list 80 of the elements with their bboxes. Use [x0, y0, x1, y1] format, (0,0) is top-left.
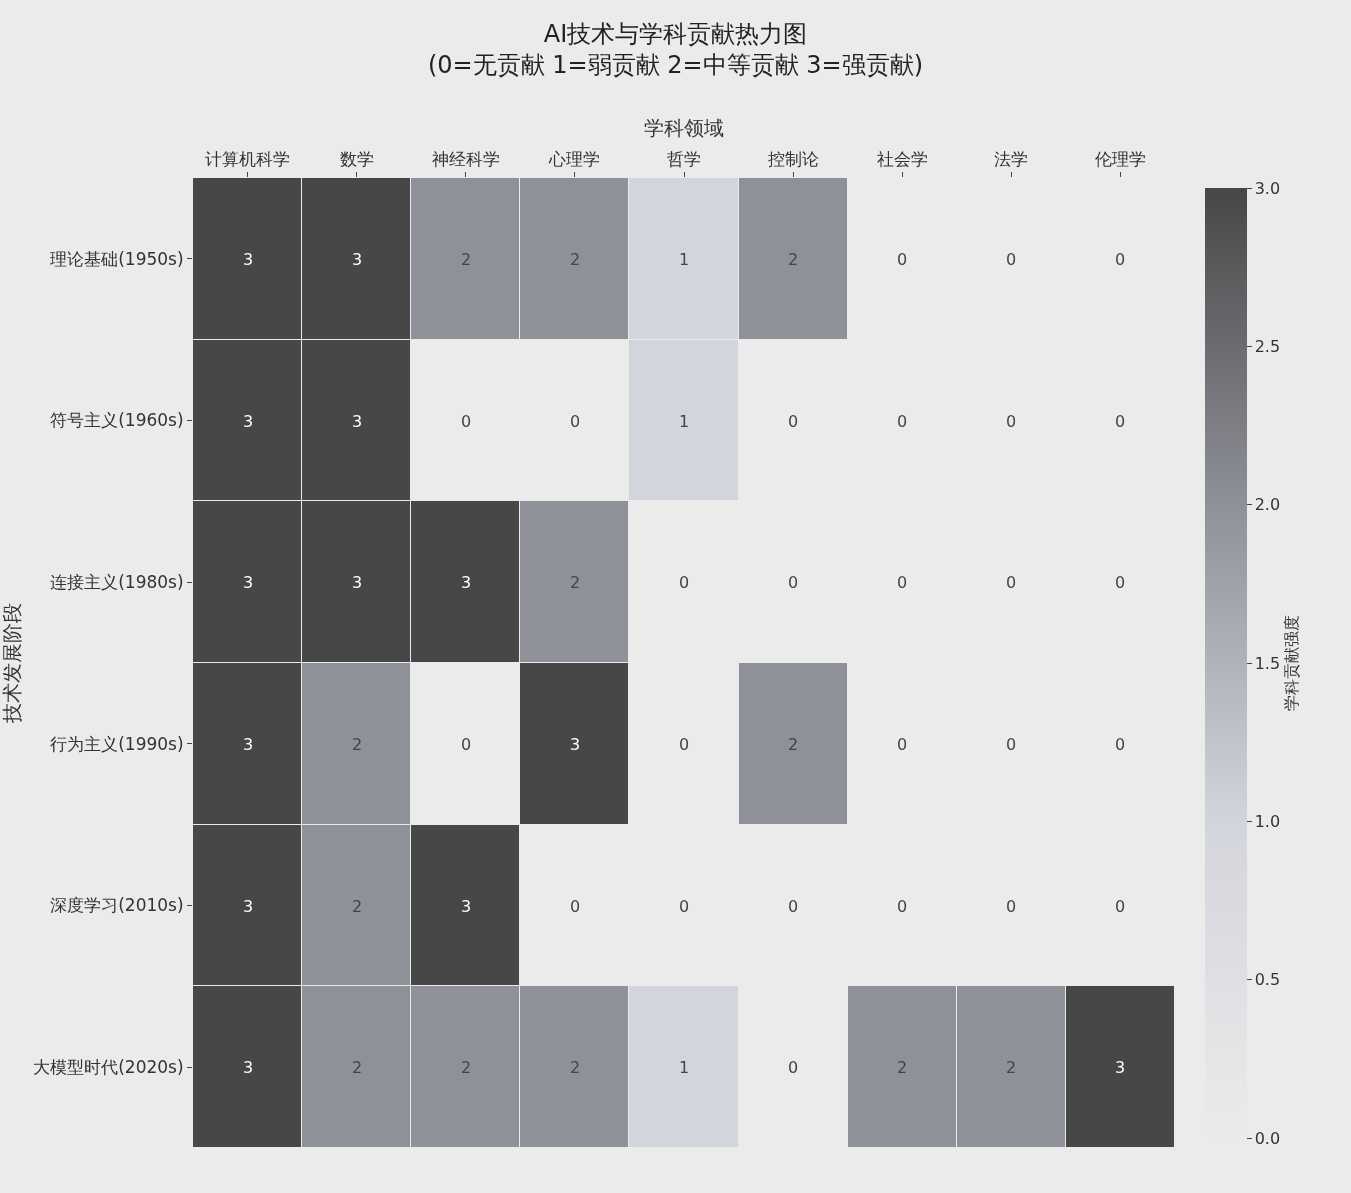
data-label: 2 — [787, 249, 799, 269]
data-label: 3 — [460, 896, 472, 916]
data-label: 0 — [569, 896, 581, 916]
y-axis-title: 技术发展阶段 — [0, 603, 24, 724]
data-label: 0 — [678, 896, 690, 916]
data-label: 2 — [351, 1057, 363, 1077]
x-axis-title: 学科领域 — [644, 115, 724, 140]
color-bar-label: 1.0 — [1254, 811, 1281, 831]
data-label: 3 — [1114, 1057, 1126, 1077]
data-label: 3 — [242, 572, 254, 592]
data-label: 2 — [460, 249, 472, 269]
data-label: 3 — [460, 572, 472, 592]
x-tick-label: 数学 — [339, 149, 374, 170]
y-tick-label: 大模型时代(2020s) — [33, 1057, 184, 1078]
data-label: 0 — [678, 572, 690, 592]
data-label: 1 — [678, 411, 690, 431]
x-tick-label: 神经科学 — [431, 149, 500, 170]
color-bar-label: 2.5 — [1254, 336, 1281, 356]
x-tick-label: 哲学 — [667, 149, 701, 170]
data-label: 0 — [787, 411, 799, 431]
data-label: 2 — [569, 249, 581, 269]
y-tick-label: 行为主义(1990s) — [50, 733, 184, 754]
data-label: 1 — [678, 1057, 690, 1077]
data-label: 0 — [1005, 896, 1017, 916]
color-bar-label: 2.0 — [1254, 495, 1281, 515]
color-bar-label: 3.0 — [1254, 178, 1281, 198]
data-label: 0 — [460, 734, 472, 754]
color-bar-label: 1.5 — [1254, 653, 1281, 673]
data-label: 0 — [896, 411, 908, 431]
data-label: 0 — [1114, 734, 1126, 754]
y-tick-label: 理论基础(1950s) — [50, 248, 184, 269]
data-label: 2 — [1005, 1057, 1017, 1077]
data-label: 3 — [242, 249, 254, 269]
x-tick-label: 心理学 — [548, 149, 601, 170]
data-label: 1 — [678, 249, 690, 269]
data-label: 2 — [569, 1057, 581, 1077]
x-tick-label: 法学 — [994, 149, 1029, 170]
data-label: 0 — [896, 896, 908, 916]
data-label: 3 — [569, 734, 581, 754]
color-bar-label: 0.5 — [1254, 970, 1281, 990]
data-label: 3 — [242, 411, 254, 431]
data-label: 0 — [896, 734, 908, 754]
data-label: 3 — [242, 734, 254, 754]
data-label: 0 — [1114, 249, 1126, 269]
color-bar-label: 0.0 — [1254, 1128, 1281, 1148]
x-tick-label: 计算机科学 — [205, 149, 291, 170]
data-label: 0 — [1005, 572, 1017, 592]
y-tick-label: 深度学习(2010s) — [50, 895, 184, 916]
data-label: 2 — [351, 734, 363, 754]
data-label: 0 — [1114, 572, 1126, 592]
data-label: 2 — [569, 572, 581, 592]
data-label: 3 — [351, 249, 363, 269]
y-tick-label: 符号主义(1960s) — [50, 410, 184, 431]
data-label: 0 — [1005, 734, 1017, 754]
x-tick-label: 社会学 — [876, 149, 928, 170]
data-label: 0 — [460, 411, 472, 431]
x-tick-label: 控制论 — [767, 149, 819, 170]
data-label: 0 — [787, 1057, 799, 1077]
data-label: 3 — [351, 572, 363, 592]
data-label: 2 — [351, 896, 363, 916]
data-label: 3 — [242, 1057, 254, 1077]
y-tick-label: 连接主义(1980s) — [50, 572, 184, 593]
data-label: 0 — [1005, 411, 1017, 431]
data-label: 0 — [569, 411, 581, 431]
data-label: 0 — [787, 896, 799, 916]
data-label: 3 — [242, 896, 254, 916]
data-label: 2 — [896, 1057, 908, 1077]
data-label: 0 — [678, 734, 690, 754]
data-label: 0 — [787, 572, 799, 592]
data-label: 3 — [351, 411, 363, 431]
chart-title: AI技术与学科贡献热力图 (0=无贡献 1=弱贡献 2=中等贡献 3=强贡献) — [427, 19, 924, 79]
x-tick-label: 伦理学 — [1094, 149, 1146, 170]
data-label: 0 — [896, 572, 908, 592]
data-label: 2 — [787, 734, 799, 754]
data-label: 0 — [1114, 411, 1126, 431]
data-label: 0 — [1005, 249, 1017, 269]
color-bar-title: 学科贡献强度 — [1282, 615, 1302, 711]
data-label: 0 — [1114, 896, 1126, 916]
data-label: 2 — [460, 1057, 472, 1077]
data-label: 0 — [896, 249, 908, 269]
